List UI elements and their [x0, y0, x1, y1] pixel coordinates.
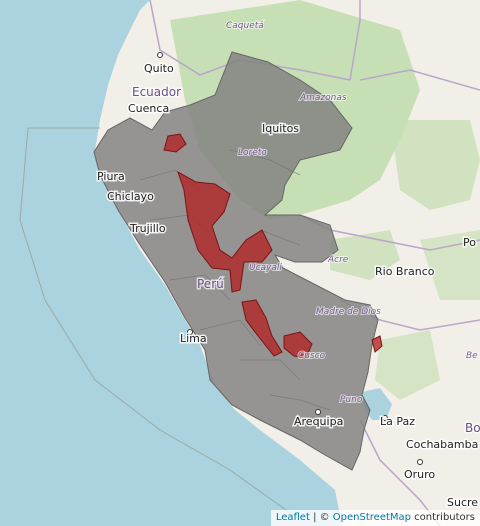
forest-area	[420, 230, 480, 300]
region-label-madre-de-dios: Madre de Dios	[316, 307, 381, 317]
forest-area	[375, 330, 440, 400]
city-label-cuenca: Cuenca	[128, 102, 169, 115]
city-label-rio-branco: Rio Branco	[375, 265, 435, 278]
attribution-suffix: contributors	[411, 512, 475, 523]
city-label-po: Po	[463, 236, 476, 249]
highlight-zone	[283, 331, 313, 359]
region-label-caqueta: Caquetá	[226, 21, 264, 31]
city-label-oruro: Oruro	[404, 468, 435, 481]
city-dot-lima	[187, 329, 193, 335]
city-label-la-paz: La Paz	[380, 415, 415, 428]
region-label-ucayali: Ucayali	[249, 263, 282, 273]
city-label-iquitos: Iquitos	[262, 122, 299, 135]
country-border	[149, 0, 480, 526]
highlight-zone	[163, 133, 187, 153]
city-dot-oruro	[417, 459, 423, 465]
city-label-piura: Piura	[97, 170, 125, 183]
region-label-acre: Acre	[327, 255, 349, 265]
highlight-zone	[177, 170, 273, 293]
attribution-separator: | ©	[309, 512, 333, 523]
city-label-sucre: Sucre	[447, 496, 478, 509]
map-attribution: Leaflet | © OpenStreetMap contributors	[270, 510, 480, 526]
city-label-cochabamba: Cochabamba	[406, 438, 478, 451]
openstreetmap-link[interactable]: OpenStreetMap	[332, 512, 411, 523]
region-label-be: Be	[466, 351, 478, 361]
city-label-lima: Lima	[180, 332, 207, 345]
region-label-loreto: Loreto	[238, 148, 267, 158]
region-label-amazonas: Amazonas	[299, 93, 347, 103]
city-label-arequipa: Arequipa	[294, 415, 343, 428]
maritime-boundary	[19, 127, 301, 521]
region-label-cusco: Cusco	[298, 351, 326, 361]
forest-area	[330, 230, 400, 280]
country-label-peru: Perú	[197, 277, 224, 291]
city-label-trujillo: Trujillo	[129, 222, 166, 235]
highlight-zone	[241, 299, 283, 357]
city-dot-la-paz	[382, 415, 388, 421]
leaflet-link[interactable]: Leaflet	[275, 512, 310, 523]
city-dot-quito	[157, 52, 163, 58]
city-label-quito: Quito	[144, 62, 174, 75]
highlight-zone	[371, 335, 383, 353]
city-dot-arequipa	[315, 409, 321, 415]
forest-area	[390, 120, 480, 210]
city-markers	[157, 52, 423, 465]
city-label-chiclayo: Chiclayo	[107, 190, 154, 203]
country-label-ecuador: Ecuador	[132, 85, 181, 99]
country-label-bo: Bo	[465, 421, 480, 435]
region-label-puno: Puno	[340, 395, 363, 405]
